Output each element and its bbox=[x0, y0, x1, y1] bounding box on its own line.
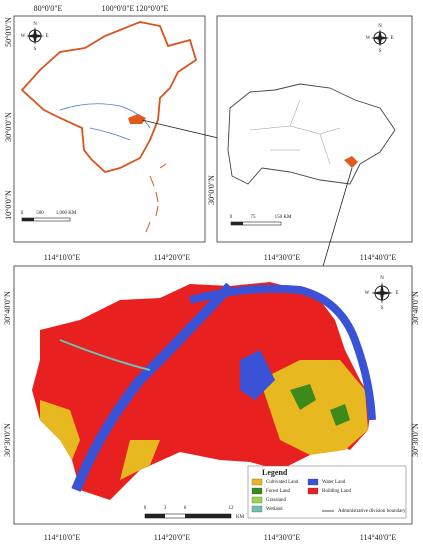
water-land bbox=[240, 350, 275, 400]
lat-label: 10°0'0"N bbox=[4, 190, 13, 220]
lat-label: 30°0'0"N bbox=[4, 112, 13, 142]
compass-n: N bbox=[378, 24, 382, 29]
legend-swatch bbox=[251, 496, 263, 504]
china-outline bbox=[20, 21, 198, 173]
compass-e: E bbox=[45, 34, 48, 39]
lon-label: 100°0'0"E bbox=[102, 4, 135, 13]
scale-label: 1,000 KM bbox=[56, 211, 77, 216]
district-lines bbox=[249, 99, 341, 165]
lon-label: 114°10'0"E bbox=[44, 253, 81, 262]
legend-label: Building Land bbox=[322, 489, 352, 494]
lon-label: 114°30'0"E bbox=[264, 253, 301, 262]
compass-s: S bbox=[379, 49, 382, 54]
lon-label: 114°20'0"E bbox=[154, 533, 191, 542]
lat-label: 30°40'0"N bbox=[3, 291, 12, 325]
scale-label: 3 bbox=[164, 506, 167, 511]
building-land bbox=[32, 282, 372, 500]
scale-bar bbox=[22, 218, 34, 221]
legend-swatch bbox=[307, 487, 319, 495]
compass bbox=[371, 29, 389, 47]
scale-label: 6 bbox=[184, 506, 187, 511]
legend-label: Cultivated Land bbox=[266, 480, 299, 485]
compass bbox=[26, 27, 44, 45]
legend-swatch bbox=[251, 478, 263, 486]
legend-box bbox=[247, 465, 407, 519]
legend-title: Legend bbox=[262, 468, 288, 477]
legend-swatch bbox=[307, 478, 319, 486]
wuhan-highlight bbox=[344, 156, 358, 168]
lon-label: 80°0'0"E bbox=[34, 4, 63, 13]
compass-n: N bbox=[33, 22, 37, 27]
cultivated-land bbox=[40, 400, 160, 480]
compass-w: W bbox=[21, 34, 26, 39]
lon-label: 114°40'0"E bbox=[360, 533, 397, 542]
legend-label: Forest Land bbox=[266, 489, 291, 494]
compass bbox=[371, 282, 393, 304]
legend-swatch bbox=[251, 487, 263, 495]
hubei-highlight bbox=[128, 114, 146, 124]
forest-land bbox=[290, 384, 350, 426]
lon-label: 120°0'0"E bbox=[136, 4, 169, 13]
lat-label: 50°0'0"N bbox=[4, 17, 13, 47]
compass-n: N bbox=[380, 276, 384, 281]
lat-label: 30°0'0"N bbox=[207, 175, 216, 205]
scale-unit: KM bbox=[236, 515, 245, 520]
cultivated-land bbox=[260, 360, 368, 455]
lat-label: 30°30'0"N bbox=[411, 423, 420, 457]
islands bbox=[145, 163, 167, 233]
lat-label: 30°30'0"N bbox=[3, 423, 12, 457]
compass-s: S bbox=[34, 47, 37, 52]
scale-bar bbox=[231, 222, 243, 225]
compass-s: S bbox=[381, 306, 384, 311]
scale-label: 150 KM bbox=[275, 215, 292, 220]
compass-w: W bbox=[365, 291, 370, 296]
scale-label: 500 bbox=[36, 211, 44, 216]
lon-label: 114°40'0"E bbox=[360, 253, 397, 262]
scale-label: 0 bbox=[21, 211, 24, 216]
scale-label: 12 bbox=[229, 506, 235, 511]
han-river bbox=[59, 339, 151, 371]
scale-label: 0 bbox=[144, 506, 147, 511]
yangtze-river bbox=[189, 284, 376, 421]
legend-label: Grassland bbox=[266, 498, 286, 503]
lon-label: 114°30'0"E bbox=[264, 533, 301, 542]
lat-label: 30°40'0"N bbox=[411, 291, 420, 325]
scale-label: 75 bbox=[251, 215, 257, 220]
legend-label: Wetland bbox=[266, 507, 283, 512]
lon-label: 114°20'0"E bbox=[154, 253, 191, 262]
legend-label: Administrative division boundary bbox=[338, 509, 406, 514]
scale-label: 0 bbox=[230, 215, 233, 220]
legend-swatch bbox=[251, 505, 263, 513]
legend-label: Water Land bbox=[322, 480, 346, 485]
legend-items: Cultivated Land Forest Land Grassland Wetla… bbox=[251, 478, 352, 513]
compass-e: E bbox=[390, 36, 393, 41]
compass-w: W bbox=[366, 36, 371, 41]
lon-label: 114°10'0"E bbox=[44, 533, 81, 542]
compass-e: E bbox=[395, 291, 398, 296]
yangtze-river bbox=[71, 282, 234, 492]
scale-bar bbox=[185, 514, 231, 518]
scale-bar bbox=[145, 514, 165, 518]
